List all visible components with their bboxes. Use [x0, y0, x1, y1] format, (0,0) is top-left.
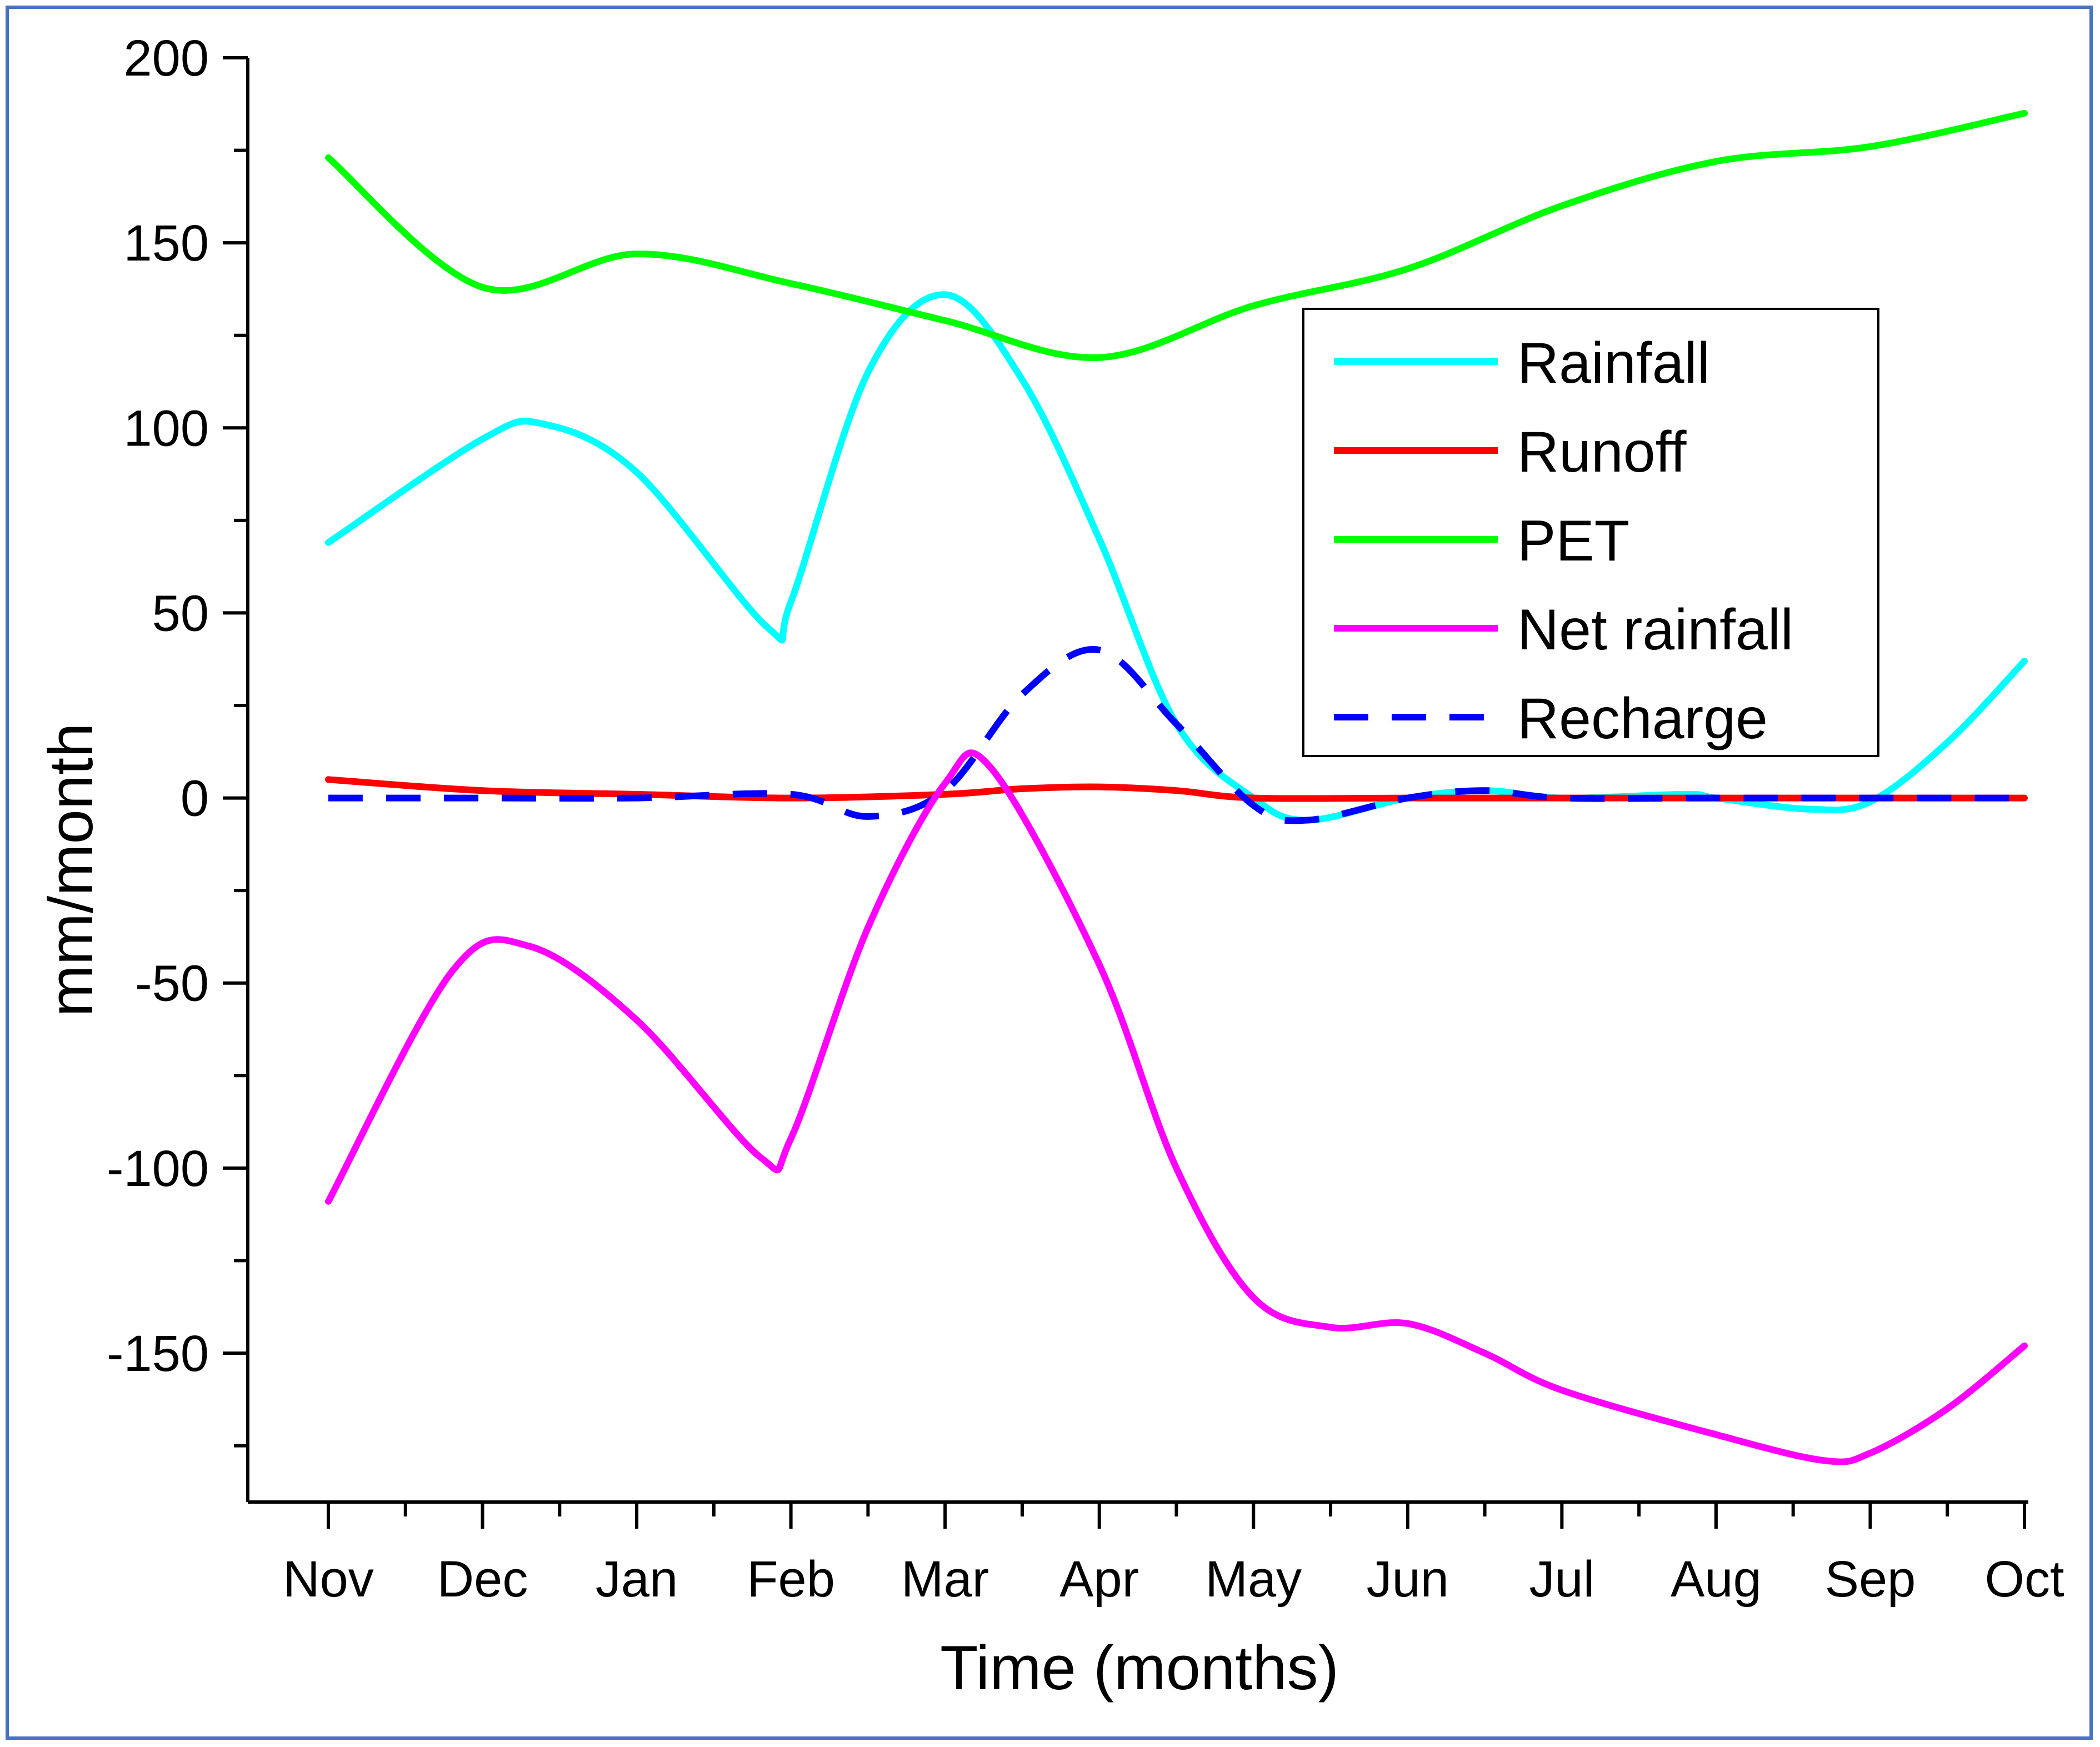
x-tick-label: Aug	[1671, 1551, 1762, 1608]
series-line-recharge	[328, 646, 2024, 824]
legend-label-pet: PET	[1517, 509, 1629, 573]
x-tick-label: Oct	[1984, 1551, 2064, 1608]
y-axis-ticks: 200 150 100 50 0 -50 -100 -150	[107, 30, 248, 1448]
series-line-pet	[325, 109, 2028, 361]
y-tick-label: 200	[124, 30, 209, 87]
legend-box	[1302, 308, 1879, 757]
legend-label-rainfall: Rainfall	[1517, 331, 1710, 396]
x-axis-ticks: Nov Dec Jan Feb Mar Apr May Jun Jul Aug Sep Oct	[283, 1502, 2064, 1608]
y-tick-label: 50	[152, 585, 209, 642]
x-tick-label: Mar	[901, 1551, 989, 1608]
legend: Rainfall Runoff PET Net rainfall Recharge	[1302, 308, 1879, 757]
x-tick-label: Sep	[1825, 1551, 1916, 1608]
figure-frame: 200 150 100 50 0 -50 -100 -150 Nov Dec Jan Feb Mar A…	[6, 6, 2093, 1740]
x-tick-label: Nov	[283, 1551, 374, 1608]
x-tick-label: Apr	[1059, 1551, 1139, 1608]
legend-label-runoff: Runoff	[1517, 420, 1687, 484]
legend-label-net-rainfall: Net rainfall	[1517, 598, 1793, 662]
x-tick-label: May	[1205, 1551, 1302, 1608]
y-tick-label: 0	[181, 770, 209, 827]
x-tick-label: Jul	[1529, 1551, 1595, 1608]
y-tick-label: -150	[107, 1325, 209, 1382]
x-tick-label: Feb	[747, 1551, 835, 1608]
x-tick-label: Dec	[437, 1551, 528, 1608]
y-tick-label: 100	[124, 400, 209, 457]
x-axis-title: Time (months)	[940, 1633, 1339, 1703]
series-layer	[325, 109, 2028, 1465]
y-tick-label: -50	[135, 955, 209, 1012]
line-chart: 200 150 100 50 0 -50 -100 -150 Nov Dec Jan Feb Mar A…	[36, 30, 2064, 1703]
y-axis-title: mm/month	[36, 723, 106, 1017]
x-tick-label: Jan	[596, 1551, 678, 1608]
y-tick-label: -100	[107, 1140, 209, 1197]
axes: 200 150 100 50 0 -50 -100 -150 Nov Dec Jan Feb Mar A…	[107, 30, 2064, 1608]
x-tick-label: Jun	[1367, 1551, 1449, 1608]
series-line-net-rainfall	[325, 749, 2028, 1465]
legend-label-recharge: Recharge	[1517, 687, 1768, 751]
y-tick-label: 150	[124, 215, 209, 272]
